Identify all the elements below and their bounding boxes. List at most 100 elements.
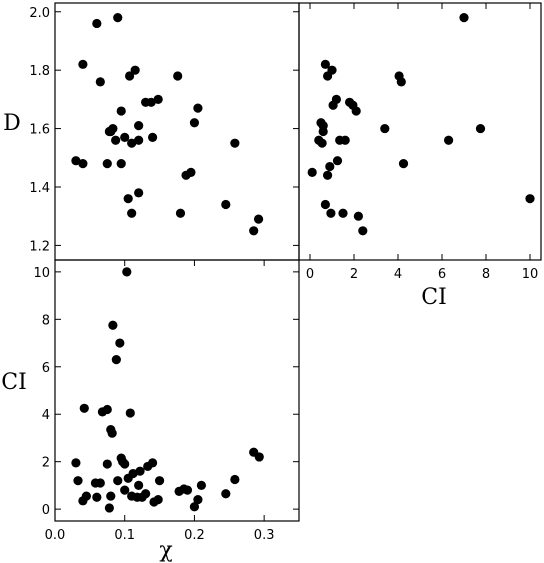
data-point xyxy=(459,13,469,23)
x-tick-label: 2 xyxy=(350,267,358,282)
data-point xyxy=(120,132,130,142)
data-point xyxy=(146,97,156,107)
y-tick-label: 6 xyxy=(42,361,50,376)
data-point xyxy=(102,159,112,169)
data-point xyxy=(173,71,183,81)
y-tick-label: 1.6 xyxy=(29,123,50,138)
data-point xyxy=(148,132,158,142)
data-point xyxy=(141,489,151,499)
data-point xyxy=(130,65,140,75)
data-point xyxy=(115,338,125,348)
data-point xyxy=(78,59,88,69)
data-point xyxy=(81,491,91,501)
data-point xyxy=(125,408,135,418)
y-axis-title: CI xyxy=(1,370,27,395)
x-tick-label: 6 xyxy=(438,267,446,282)
data-point xyxy=(108,320,118,330)
data-point xyxy=(351,106,361,116)
data-point xyxy=(113,13,123,23)
data-point xyxy=(108,123,118,134)
x-tick-label: 0.1 xyxy=(114,528,135,543)
data-point xyxy=(134,135,144,145)
x-tick-label: 8 xyxy=(482,267,490,282)
data-point xyxy=(116,159,126,169)
data-point xyxy=(135,466,145,476)
data-point xyxy=(124,71,135,81)
data-point xyxy=(320,199,330,210)
data-point xyxy=(332,156,343,166)
data-point xyxy=(95,478,105,488)
data-point xyxy=(73,476,83,486)
data-point xyxy=(186,167,196,177)
x-tick-label: 0.3 xyxy=(254,528,275,543)
data-point xyxy=(92,18,102,29)
data-point xyxy=(317,138,327,148)
data-point xyxy=(396,77,406,87)
x-tick-label: 0 xyxy=(306,267,314,282)
plot-frame xyxy=(298,2,542,261)
data-point xyxy=(196,480,206,491)
x-axis-title: CI xyxy=(421,285,447,310)
data-point xyxy=(153,495,163,505)
data-point xyxy=(102,459,112,469)
data-point xyxy=(253,214,264,224)
x-axis-title: χ xyxy=(159,538,172,563)
data-point xyxy=(340,135,350,145)
data-point xyxy=(398,159,409,169)
data-point xyxy=(320,59,330,69)
data-point xyxy=(71,156,81,166)
x-tick-label: 10 xyxy=(522,267,539,282)
data-point xyxy=(153,94,163,104)
y-tick-label: 2.0 xyxy=(29,6,50,21)
data-point xyxy=(111,355,121,365)
data-point xyxy=(175,208,186,218)
plot-frame xyxy=(54,259,300,522)
data-point xyxy=(127,138,137,148)
data-point xyxy=(92,492,102,502)
y-tick-label: 0 xyxy=(42,503,50,518)
data-point xyxy=(79,403,89,413)
data-point xyxy=(71,458,81,468)
panel-ci-vs-chi: 0 2 4 6 8 10 0.0 0.1 0.2 0.3 CI χ xyxy=(1,259,300,563)
data-point xyxy=(318,126,328,137)
y-tick-label: 1.8 xyxy=(29,64,50,79)
data-point xyxy=(134,188,144,198)
data-point xyxy=(525,194,535,204)
data-point xyxy=(102,404,112,415)
data-point xyxy=(116,106,126,116)
data-point xyxy=(193,495,203,505)
data-point xyxy=(254,452,264,462)
data-point xyxy=(95,77,105,87)
x-tick-label: 4 xyxy=(394,267,402,282)
data-point xyxy=(134,480,144,491)
data-point xyxy=(444,135,454,145)
data-point xyxy=(113,476,123,486)
data-point xyxy=(120,459,130,469)
data-point xyxy=(325,161,335,172)
data-point xyxy=(193,103,203,113)
data-point xyxy=(122,267,132,277)
data-point xyxy=(307,167,317,177)
data-point xyxy=(182,485,193,495)
y-tick-label: 1.2 xyxy=(29,239,50,254)
data-point xyxy=(123,194,133,204)
panel-d-vs-ci: 0 2 4 6 8 10 CI xyxy=(298,2,542,310)
data-point xyxy=(221,199,231,210)
data-point xyxy=(326,208,336,218)
data-point xyxy=(380,123,390,134)
data-point xyxy=(106,491,116,501)
y-tick-label: 4 xyxy=(42,408,50,423)
data-point xyxy=(134,121,144,131)
data-point xyxy=(327,65,337,75)
data-point xyxy=(78,159,88,169)
panel-d-vs-chi: 1.2 1.4 1.6 1.8 2.0 D xyxy=(3,2,300,261)
data-point xyxy=(189,118,200,128)
data-point xyxy=(323,170,333,180)
data-point xyxy=(154,476,165,486)
data-point xyxy=(230,138,240,148)
x-tick-label: 0.0 xyxy=(45,528,66,543)
y-tick-label: 10 xyxy=(33,266,50,281)
data-point xyxy=(148,458,158,468)
data-point xyxy=(107,428,117,438)
